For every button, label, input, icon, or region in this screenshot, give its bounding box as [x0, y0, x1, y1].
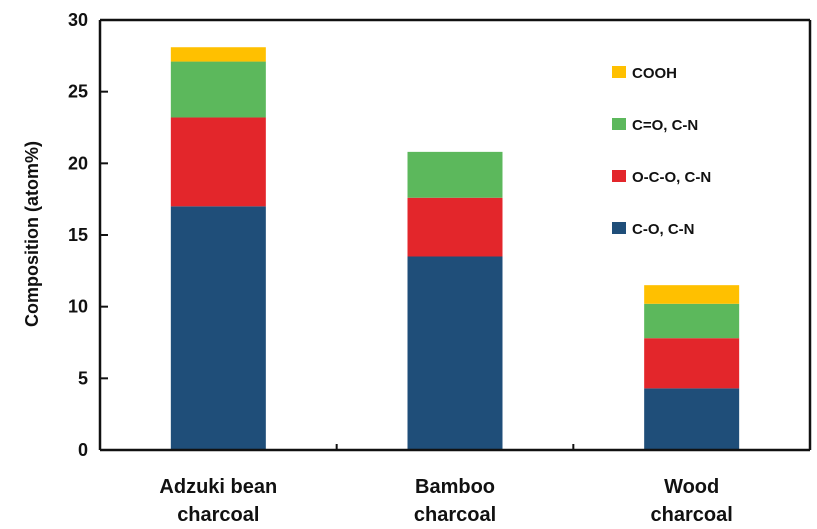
- y-axis-title: Composition (atom%): [22, 141, 42, 327]
- bar-segment: [170, 206, 266, 450]
- y-tick-label: 15: [68, 225, 88, 245]
- y-tick-label: 30: [68, 10, 88, 30]
- y-tick-label: 20: [68, 153, 88, 173]
- legend-swatch: [612, 66, 626, 78]
- bar-segment: [170, 61, 266, 118]
- x-category-label: charcoal: [177, 504, 259, 526]
- x-category-label: Adzuki bean: [159, 476, 277, 498]
- bar-segment: [644, 285, 740, 304]
- legend: COOH C=O, C-N O-C-O, C-N C-O, C-N: [612, 65, 711, 238]
- x-category-label: charcoal: [651, 504, 733, 526]
- legend-swatch: [612, 222, 626, 234]
- bar-segment: [644, 303, 740, 339]
- legend-label: C-O, C-N: [632, 221, 695, 238]
- bar-segment: [407, 256, 503, 450]
- bars-layer: [170, 47, 740, 450]
- bar-segment: [407, 151, 503, 198]
- bar-segment: [644, 338, 740, 389]
- y-tick-label: 10: [68, 297, 88, 317]
- y-axis-title-group: Composition (atom%): [22, 141, 42, 327]
- bar-segment: [170, 47, 266, 62]
- x-category-label: Bamboo: [415, 476, 495, 498]
- x-category-label: Wood: [664, 476, 719, 498]
- bar-segment: [407, 197, 503, 257]
- bar-segment: [170, 117, 266, 207]
- legend-swatch: [612, 170, 626, 182]
- y-tick-label: 25: [68, 82, 88, 102]
- x-category-label: charcoal: [414, 504, 496, 526]
- axes-layer: 0 5 10 15 20 25 30 Adzuki bean charcoal Bamboo cha…: [68, 10, 812, 526]
- legend-label: O-C-O, C-N: [632, 169, 711, 186]
- bar-segment: [644, 388, 740, 450]
- legend-swatch: [612, 118, 626, 130]
- y-tick-label: 0: [78, 440, 88, 460]
- y-tick-label: 5: [78, 368, 88, 388]
- legend-label: C=O, C-N: [632, 117, 698, 134]
- legend-label: COOH: [632, 65, 677, 82]
